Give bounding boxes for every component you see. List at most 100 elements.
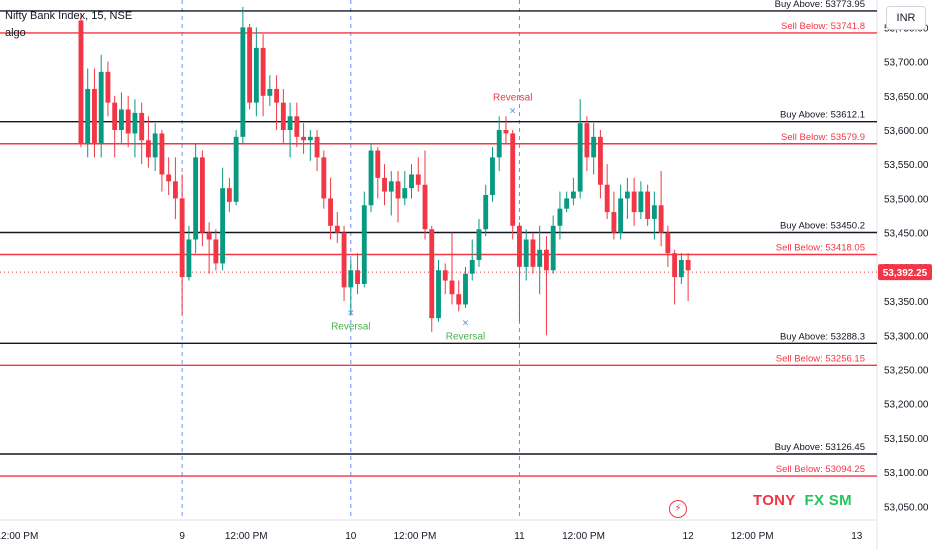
candle-body (132, 112, 138, 134)
candle-body (570, 191, 576, 199)
candle-body (577, 123, 583, 192)
time-tick-label: 12:00 PM (731, 531, 774, 542)
price-tick-label: 53,350.00 (884, 297, 929, 308)
candle-body (530, 239, 536, 267)
candle-body (490, 157, 495, 195)
candle-body (274, 88, 280, 103)
candle-body (422, 184, 428, 230)
buy-level-label: Buy Above: 53773.95 (775, 0, 865, 10)
candle-body (456, 294, 462, 305)
candle-body (119, 109, 124, 130)
reversal-marker: × (509, 106, 517, 116)
price-tick-label: 53,300.00 (884, 331, 929, 342)
candle-body (638, 191, 644, 213)
candle-body (591, 136, 597, 158)
sell-level-label: Sell Below: 53741.8 (781, 21, 865, 32)
sell-level-label: Sell Below: 53579.9 (781, 132, 865, 143)
indicator-label[interactable]: algo (5, 27, 26, 39)
candle-body (476, 229, 482, 260)
candle-body (172, 181, 178, 199)
time-tick-label: 11 (514, 531, 525, 542)
price-tick-label: 53,100.00 (884, 468, 929, 479)
candle-body (125, 109, 131, 134)
time-tick-label: 12:00 PM (225, 531, 268, 542)
candle-body (267, 88, 273, 96)
time-tick-label: 9 (179, 531, 185, 542)
reversal-marker: × (462, 319, 470, 329)
candle-body (321, 157, 327, 199)
price-tick-label: 53,600.00 (884, 126, 929, 137)
candle-body (226, 188, 232, 202)
candle-body (287, 116, 293, 130)
price-tick-label: 53,700.00 (884, 58, 929, 69)
candle-body (328, 198, 333, 226)
current-price-badge (878, 264, 932, 281)
candle-body (442, 270, 448, 281)
candle-body (152, 133, 158, 158)
candle-body (557, 208, 563, 226)
buy-level-label: Buy Above: 53126.45 (775, 442, 865, 453)
candle-body (631, 191, 637, 213)
candle-body (463, 273, 468, 305)
candle-body (510, 133, 516, 226)
candle-body (220, 188, 226, 264)
candle-body (179, 198, 185, 278)
time-tick-label: 12:00 PM (393, 531, 436, 542)
candle-body (78, 20, 84, 144)
reversal-marker: × (347, 308, 355, 318)
candle-body (145, 140, 151, 158)
candle-body (253, 47, 259, 103)
candle-body (334, 225, 340, 233)
candle-body (240, 27, 246, 137)
candle-body (611, 212, 617, 233)
candle-body (355, 270, 360, 284)
candle-body (523, 239, 529, 267)
candle-body (307, 136, 313, 141)
price-tick-label: 53,550.00 (884, 160, 929, 171)
candle-body (375, 150, 381, 178)
candle-body (206, 232, 212, 240)
candle-body (409, 174, 414, 189)
candle-body (685, 260, 691, 271)
candle-body (604, 184, 610, 213)
time-tick-label: 12 (683, 531, 695, 542)
candle-body (395, 181, 401, 199)
candle-body (564, 198, 570, 209)
candle-body (112, 102, 118, 130)
candle-body (368, 150, 374, 206)
candle-body (469, 260, 475, 274)
candle-body (98, 71, 104, 144)
candle-body (260, 47, 266, 96)
buy-level-label: Buy Above: 53288.3 (780, 331, 865, 342)
candle-body (597, 136, 603, 185)
candle-body (672, 253, 678, 278)
candle-body (496, 130, 502, 158)
time-tick-label: 10 (345, 531, 357, 542)
price-tick-label: 53,050.00 (884, 502, 929, 513)
lightning-bolt-icon[interactable]: ⚡︎ (669, 500, 687, 518)
candle-body (193, 157, 199, 240)
candle-body (139, 112, 145, 141)
price-tick-label: 53,200.00 (884, 400, 929, 411)
symbol-title[interactable]: Nifty Bank Index, 15, NSE (5, 10, 133, 22)
currency-button[interactable]: INR (886, 6, 926, 30)
sell-level-label: Sell Below: 53094.25 (776, 464, 865, 475)
candle-body (233, 136, 239, 202)
price-tick-label: 53,250.00 (884, 365, 929, 376)
brand-watermark: TONY FX SM (753, 492, 852, 509)
candle-body (348, 270, 354, 288)
candle-body (436, 270, 441, 319)
candle-body (247, 27, 253, 103)
candle-body (550, 225, 556, 271)
candle-body (186, 239, 192, 278)
candle-body (483, 195, 489, 230)
candle-body (199, 157, 205, 233)
candle-body (314, 136, 320, 158)
candle-body (361, 205, 367, 284)
reversal-label: Reversal (493, 92, 532, 103)
candle-body (537, 249, 543, 267)
candle-body (658, 205, 664, 233)
candle-body (213, 239, 219, 264)
buy-level-label: Buy Above: 53612.1 (780, 110, 865, 121)
